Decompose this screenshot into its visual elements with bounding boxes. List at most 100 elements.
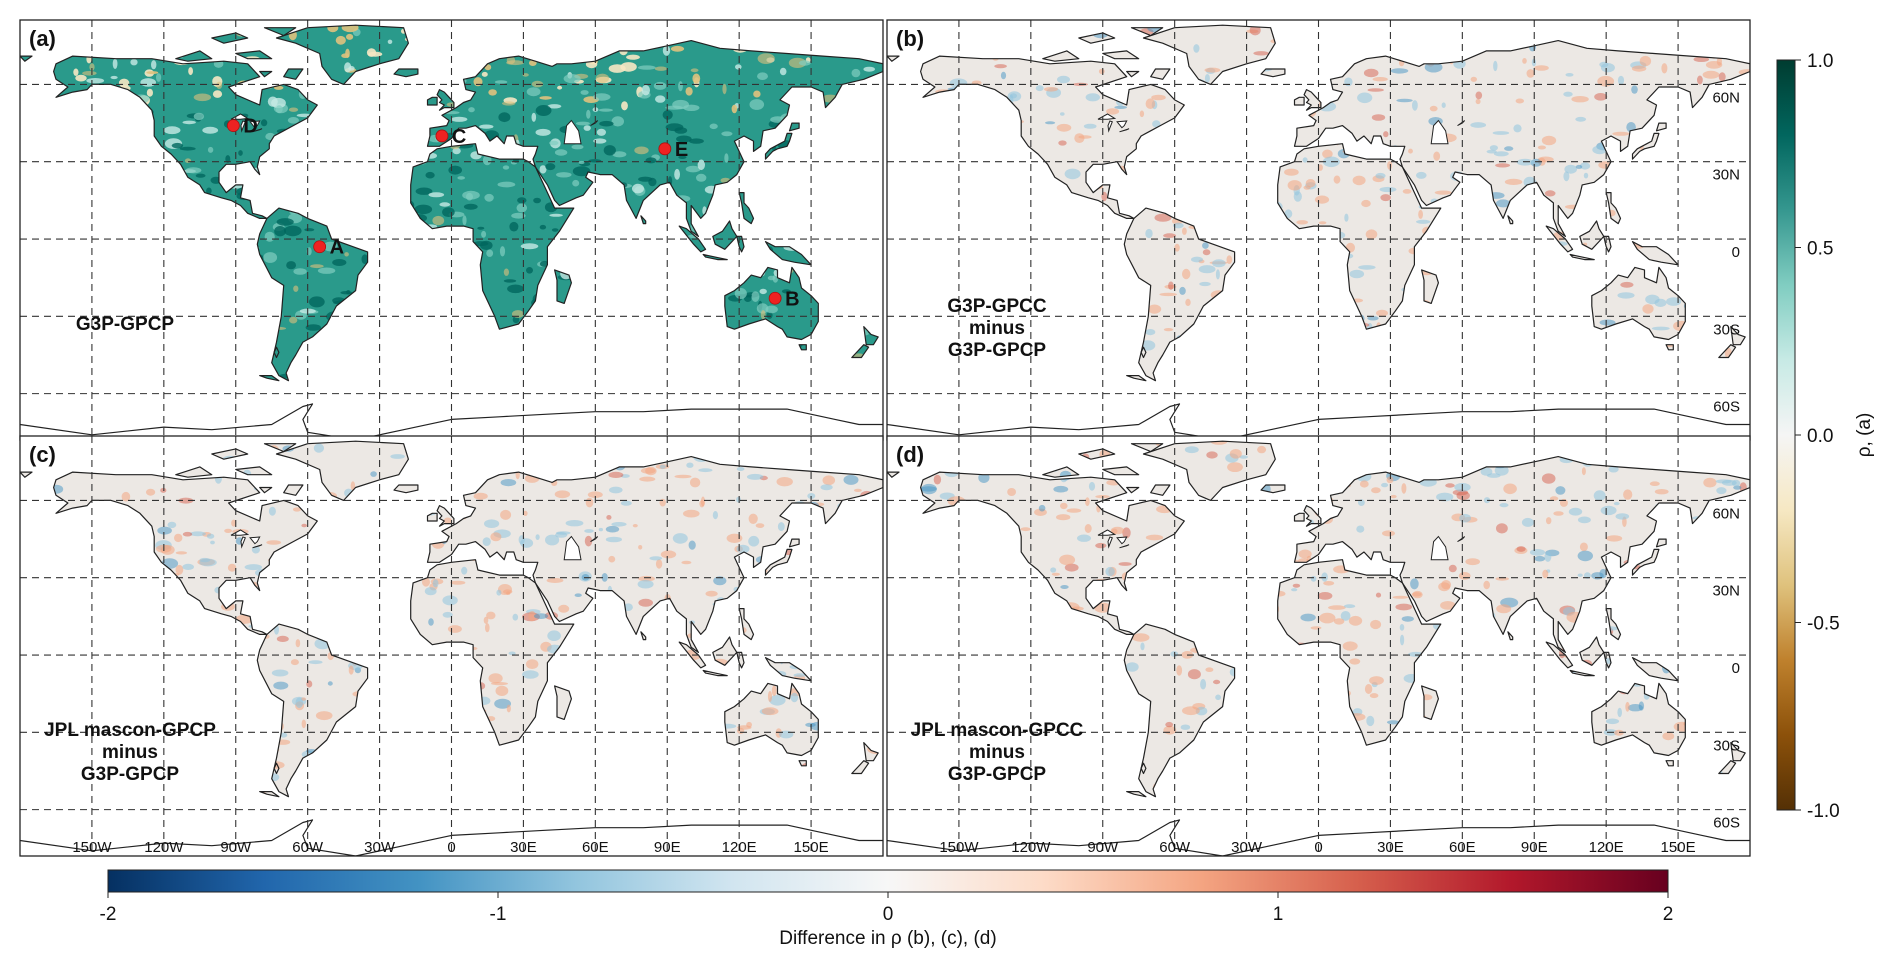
panel-title-line: JPL mascon-GPCP (44, 720, 216, 741)
lon-tick-label: 60E (1449, 839, 1476, 856)
land-area (851, 760, 869, 774)
rho-tick-label: 0.0 (1807, 426, 1833, 447)
coastline (436, 89, 455, 111)
land-area (1591, 267, 1686, 340)
coastline (724, 682, 819, 757)
lon-tick-label: 30W (1231, 839, 1263, 856)
coastline (275, 440, 409, 501)
difference-colorbar: -2 -1 0 1 2 Difference in ρ (b), (c), (d) (100, 869, 1673, 949)
coastline (1655, 538, 1667, 548)
difference-colorbar-ramp (107, 869, 1669, 893)
lake (240, 120, 246, 133)
panel-title-line: G3P-GPCP (948, 340, 1047, 361)
coastline (887, 403, 1750, 440)
coastline (851, 344, 870, 359)
coastline (175, 50, 213, 62)
coastline (1140, 762, 1147, 775)
rho-tick-label: 0.5 (1807, 239, 1833, 260)
coastline (1545, 225, 1574, 253)
coastline (235, 50, 273, 60)
land-area (1718, 760, 1736, 774)
land-area (20, 56, 32, 62)
coastline (20, 819, 883, 856)
land-area (1124, 624, 1235, 797)
lon-tick-label: 60W (1159, 839, 1191, 856)
lake (1116, 120, 1128, 129)
coastline (20, 55, 33, 62)
panel-label: (b) (896, 26, 924, 51)
coastline (263, 27, 297, 37)
land-area (53, 56, 318, 219)
coastline (736, 651, 745, 669)
panel-d: 60N 30N 0 30S 60S 150W 120W 90W 60W 30W 0 30E 60E 90E… (886, 435, 1751, 857)
coastline (1655, 122, 1667, 132)
land-area (1591, 683, 1686, 756)
lon-tick-label: 150E (794, 839, 829, 856)
coastline (738, 192, 755, 225)
land-area (554, 685, 572, 720)
lon-tick-label: 30E (1377, 839, 1404, 856)
land-area (1606, 192, 1621, 224)
coastline (678, 225, 707, 253)
coastline (273, 346, 280, 359)
rho-colorbar: 1.0 0.5 0.0 -0.5 -1.0 ρ, (a) (1776, 51, 1875, 822)
lon-tick-label: 150W (939, 839, 979, 856)
coastline (1150, 484, 1171, 496)
rho-tick-label: -1.0 (1807, 801, 1840, 822)
lat-tick-label: 60N (1712, 89, 1740, 106)
panel-frame (19, 435, 884, 857)
coastline (259, 70, 273, 78)
coastline (863, 326, 879, 346)
rho-tick-label: -0.5 (1807, 614, 1840, 635)
station-label: B (785, 288, 799, 310)
difference-colorbar-label: Difference in ρ (b), (c), (d) (779, 928, 996, 949)
lake (1457, 536, 1466, 543)
coastline (426, 512, 438, 522)
station-point-E (658, 142, 672, 156)
lon-tick-label: 150W (72, 839, 112, 856)
land-area (1143, 25, 1276, 85)
coastline (1665, 760, 1674, 767)
coastline (788, 538, 800, 548)
coastline (1605, 608, 1622, 641)
coastline (211, 448, 249, 460)
coastline (1277, 559, 1442, 746)
coastline (1126, 791, 1147, 798)
lon-tick-label: 90E (654, 839, 681, 856)
lake (1107, 120, 1113, 133)
lake (1116, 536, 1128, 545)
coastline (1102, 466, 1140, 476)
coastline (1507, 631, 1514, 641)
coastline (764, 548, 793, 576)
land-area (264, 27, 296, 36)
coastline (863, 742, 879, 762)
land-area (739, 608, 754, 640)
coastline (1140, 346, 1147, 359)
coastline (788, 122, 800, 132)
coastline (1078, 32, 1116, 44)
rho-colorbar-ramp (1776, 59, 1796, 811)
coastline (1042, 50, 1080, 62)
lat-tick-label: 30N (1712, 167, 1740, 184)
coastline (1260, 68, 1286, 78)
land-area (1421, 269, 1439, 304)
land-area (1126, 71, 1139, 77)
panel-title-line: G3P-GPCP (948, 764, 1047, 785)
coastline (1078, 448, 1116, 460)
land-area (1304, 505, 1321, 527)
coastline (263, 443, 297, 453)
coastline (887, 819, 1750, 856)
lake (1119, 544, 1130, 549)
coastline (53, 471, 318, 635)
lake (563, 119, 582, 145)
coastline (393, 68, 419, 78)
lon-tick-label: 120E (722, 839, 757, 856)
panel-title-line: G3P-GPCP (81, 764, 180, 785)
station-point-C (435, 129, 449, 143)
lake (252, 544, 263, 549)
coastline (20, 471, 33, 478)
coastline (1142, 440, 1276, 501)
lon-tick-label: 30W (364, 839, 396, 856)
land-area (283, 485, 303, 496)
land-area (427, 456, 883, 653)
